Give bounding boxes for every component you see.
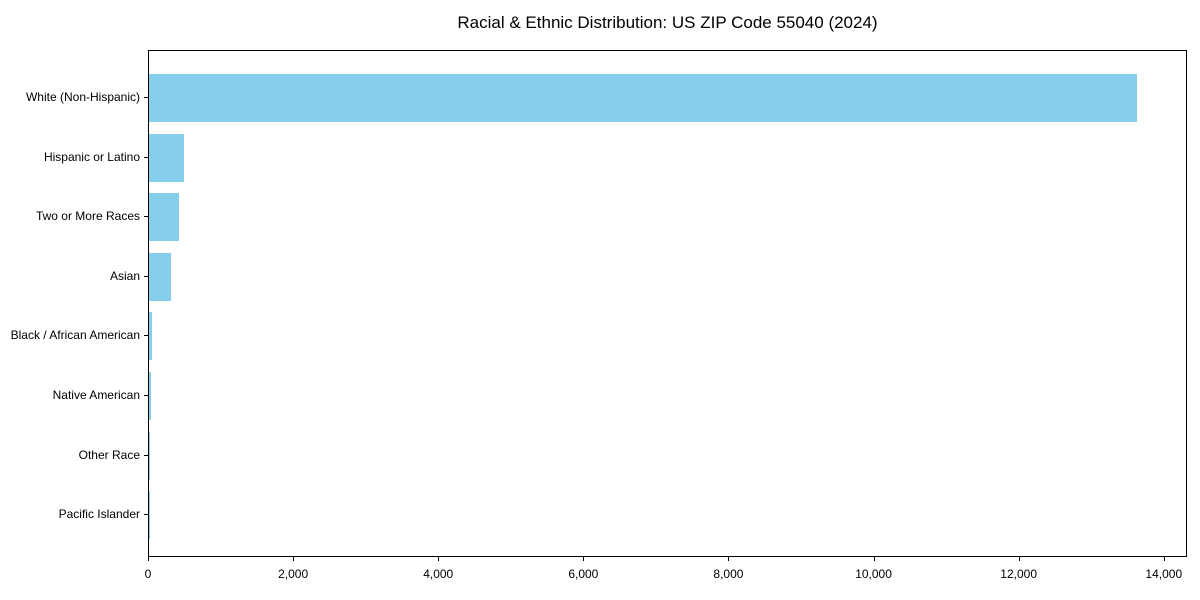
y-tick [144,454,148,456]
bar [149,312,153,361]
y-tick [144,216,148,218]
x-tick [873,557,875,561]
x-tick-label: 8,000 [713,567,744,581]
y-tick [144,514,148,516]
y-tick-label: Native American [52,388,140,402]
plot-area [148,50,1187,557]
y-tick-label: Other Race [78,447,140,462]
bar [149,491,150,540]
y-tick [144,275,148,277]
x-tick [583,557,585,561]
chart-title: Racial & Ethnic Distribution: US ZIP Cod… [457,13,878,32]
x-tick [1018,557,1020,561]
x-tick-label: 14,000 [1145,567,1183,581]
x-tick-label: 2,000 [278,567,309,581]
bar [149,431,150,480]
x-tick-label: 10,000 [855,567,892,581]
y-tick [144,156,148,158]
x-tick [438,557,440,561]
y-tick-label: Two or More Races [35,209,140,224]
bar [149,133,184,182]
x-tick-label: 6,000 [568,567,599,581]
bar [149,372,151,420]
x-tick [293,557,295,561]
y-tick-label: Black / African American [10,328,140,343]
x-tick [1163,557,1165,561]
x-tick [728,557,730,561]
y-tick [144,395,148,396]
bar [149,74,1138,122]
x-tick [148,557,149,561]
y-tick [144,97,148,98]
y-tick-label: Asian [109,268,140,283]
bar [149,252,171,301]
x-tick-label: 12,000 [1000,567,1037,581]
x-tick-label: 0 [144,567,152,581]
y-tick-label: Pacific Islander [58,507,140,522]
x-tick-label: 4,000 [423,567,454,581]
y-tick [144,335,148,337]
bar [149,193,179,242]
y-tick-label: White (Non-Hispanic) [25,90,140,104]
y-tick-label: Hispanic or Latino [43,149,140,164]
